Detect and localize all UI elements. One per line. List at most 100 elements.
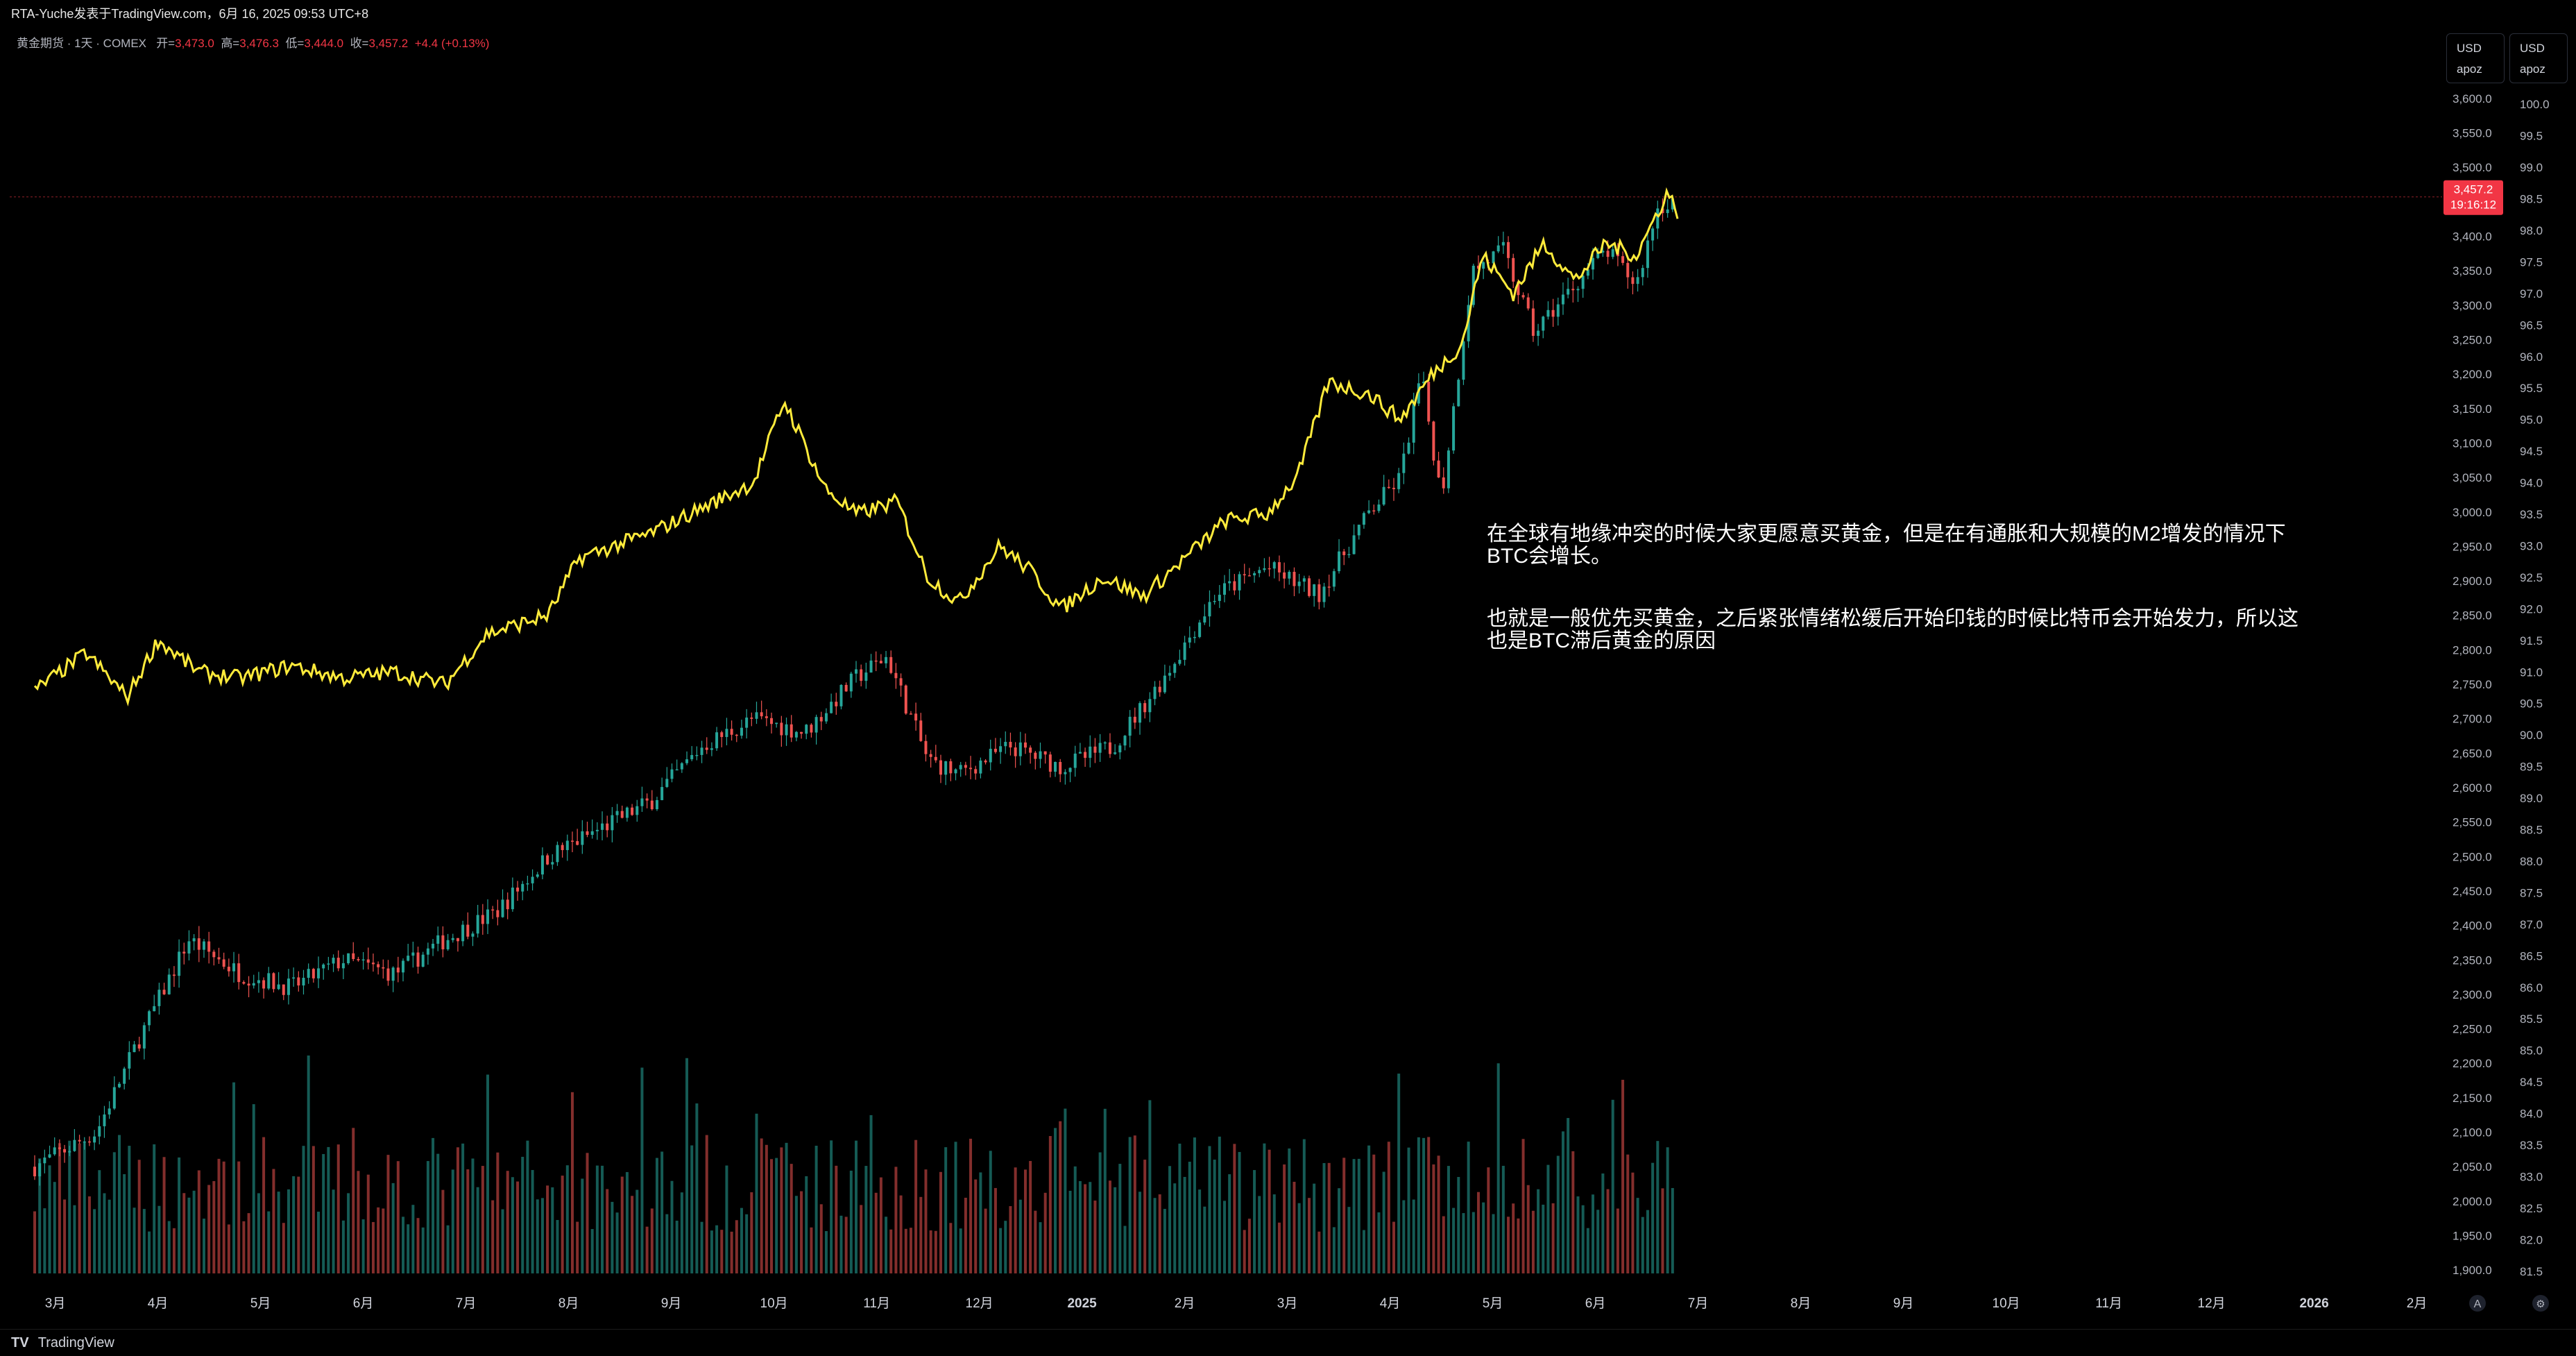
price-tick-label: 3,600.0: [2453, 92, 2492, 105]
price-axis[interactable]: 3,600.03,550.03,500.03,450.03,400.03,350…: [2453, 92, 2492, 1277]
candle-body: [1526, 297, 1530, 309]
index-tick-label: 86.0: [2520, 981, 2543, 994]
candle-body: [595, 829, 599, 831]
candle-body: [297, 977, 300, 986]
footer-brand[interactable]: TradingView: [37, 1335, 114, 1350]
price-tick-label: 3,300.0: [2453, 299, 2492, 312]
volume-bar: [232, 1082, 236, 1273]
volume-bar: [810, 1227, 813, 1273]
volume-bar: [63, 1199, 67, 1273]
index-tick-label: 88.0: [2520, 855, 2543, 868]
volume-bar: [1586, 1228, 1589, 1273]
candle-body: [1307, 578, 1311, 596]
volume-bar: [1646, 1210, 1649, 1273]
candle-body: [1317, 584, 1321, 602]
candle-body: [1472, 265, 1475, 305]
volume-bar: [839, 1215, 843, 1273]
volume-bar: [1377, 1212, 1381, 1273]
candle-body: [491, 909, 495, 911]
price-tick-label: 2,200.0: [2453, 1057, 2492, 1070]
candle-body: [73, 1139, 76, 1151]
index-axis[interactable]: 100.0 99.5 99.0 98.5 98.0 97.5 97.0 96.5 96.0 95.…: [2520, 98, 2550, 1278]
candle-body: [1496, 245, 1500, 252]
index-tick-label: 83.5: [2520, 1139, 2543, 1152]
volume-bar: [645, 1226, 649, 1273]
candle-body: [1457, 380, 1460, 407]
candle-body: [969, 768, 973, 770]
volume-bar: [1198, 1189, 1202, 1273]
volume-bar: [1531, 1210, 1535, 1273]
volume-bars: [33, 1055, 1674, 1273]
volume-bar: [1302, 1139, 1306, 1273]
price-tick-label: 1,950.0: [2453, 1229, 2492, 1242]
volume-bar: [1447, 1166, 1450, 1273]
auto-scale-button[interactable]: [2469, 1295, 2486, 1312]
volume-bar: [1616, 1208, 1619, 1273]
open-value: 3,473.0: [175, 37, 214, 50]
volume-bar: [879, 1177, 882, 1273]
candle-body: [1272, 562, 1276, 569]
candle-body: [1268, 568, 1271, 570]
price-tick-label: 3,550.0: [2453, 127, 2492, 140]
volume-bar: [58, 1143, 61, 1273]
volume-bar: [715, 1225, 719, 1273]
volume-bar: [1243, 1230, 1246, 1273]
time-axis[interactable]: 3月 4月 5月 6月 7月 8月 9月 10月 11月 12月 2025 2月 3月 4月 5月 6月 7月 8…: [45, 1296, 2428, 1311]
volume-bar: [153, 1144, 156, 1273]
candle-body: [805, 724, 808, 734]
candle-body: [830, 702, 833, 713]
time-tick-label: 2月: [2407, 1296, 2428, 1311]
volume-bar: [700, 1221, 703, 1273]
price-scale-currency-button[interactable]: USD apoz: [2446, 33, 2505, 83]
index-tick-label: 86.5: [2520, 949, 2543, 963]
candle-body: [137, 1044, 141, 1049]
time-tick-label: 7月: [1688, 1296, 1709, 1311]
candle-body: [292, 977, 296, 979]
candle-body: [526, 883, 529, 885]
candle-body: [1148, 699, 1152, 713]
candle-body: [322, 964, 325, 969]
volume-bar: [1064, 1108, 1067, 1273]
volume-bar: [889, 1229, 893, 1273]
volume-bar: [192, 1190, 196, 1273]
candle-body: [551, 862, 554, 865]
index-tick-label: 92.0: [2520, 602, 2543, 616]
volume-bar: [1537, 1189, 1540, 1273]
candle-body: [1223, 583, 1227, 595]
time-tick-label: 11月: [2095, 1296, 2122, 1311]
annotation-text-2[interactable]: 也就是一般优先买黄金，之后紧张情绪松缓后开始印钱的时候比特币会开始发力，所以这也…: [1487, 607, 2298, 652]
price-tick-label: 2,500.0: [2453, 850, 2492, 863]
price-tick-label: 2,850.0: [2453, 609, 2492, 622]
index-scale-currency-button[interactable]: USD apoz: [2509, 33, 2568, 83]
candle-body: [864, 672, 868, 681]
candle-body: [695, 754, 699, 756]
volume-bar: [710, 1230, 713, 1273]
volume-bar: [1043, 1192, 1047, 1273]
candle-body: [1034, 752, 1037, 759]
candle-body: [371, 963, 375, 965]
volume-bar: [675, 1220, 679, 1273]
candle-body: [192, 938, 196, 942]
candle-body: [282, 984, 285, 995]
candle-body: [964, 765, 967, 768]
price-tick-label: 2,800.0: [2453, 643, 2492, 656]
candle-body: [1601, 251, 1605, 253]
axis-corner-buttons[interactable]: A ⚙: [2469, 1295, 2549, 1312]
volume-bar: [371, 1221, 375, 1273]
volume-bar: [899, 1195, 903, 1273]
candle-body: [1656, 208, 1660, 229]
volume-bar: [1009, 1206, 1012, 1273]
candle-body: [794, 731, 798, 738]
candle-body: [402, 960, 405, 973]
symbol-name[interactable]: 黄金期货 · 1天 · COMEX: [17, 37, 147, 50]
candle-body: [944, 761, 948, 775]
settings-button[interactable]: [2532, 1295, 2549, 1312]
candle-body: [391, 967, 395, 981]
candle-body: [1611, 249, 1614, 257]
candle-body: [446, 940, 450, 949]
volume-bar: [287, 1189, 290, 1273]
annotation-text-1[interactable]: 在全球有地缘冲突的时候大家更愿意买黄金，但是在有通胀和大规模的M2增发的情况下B…: [1487, 523, 2286, 568]
volume-bar: [1143, 1160, 1147, 1273]
candle-body: [999, 746, 1003, 752]
